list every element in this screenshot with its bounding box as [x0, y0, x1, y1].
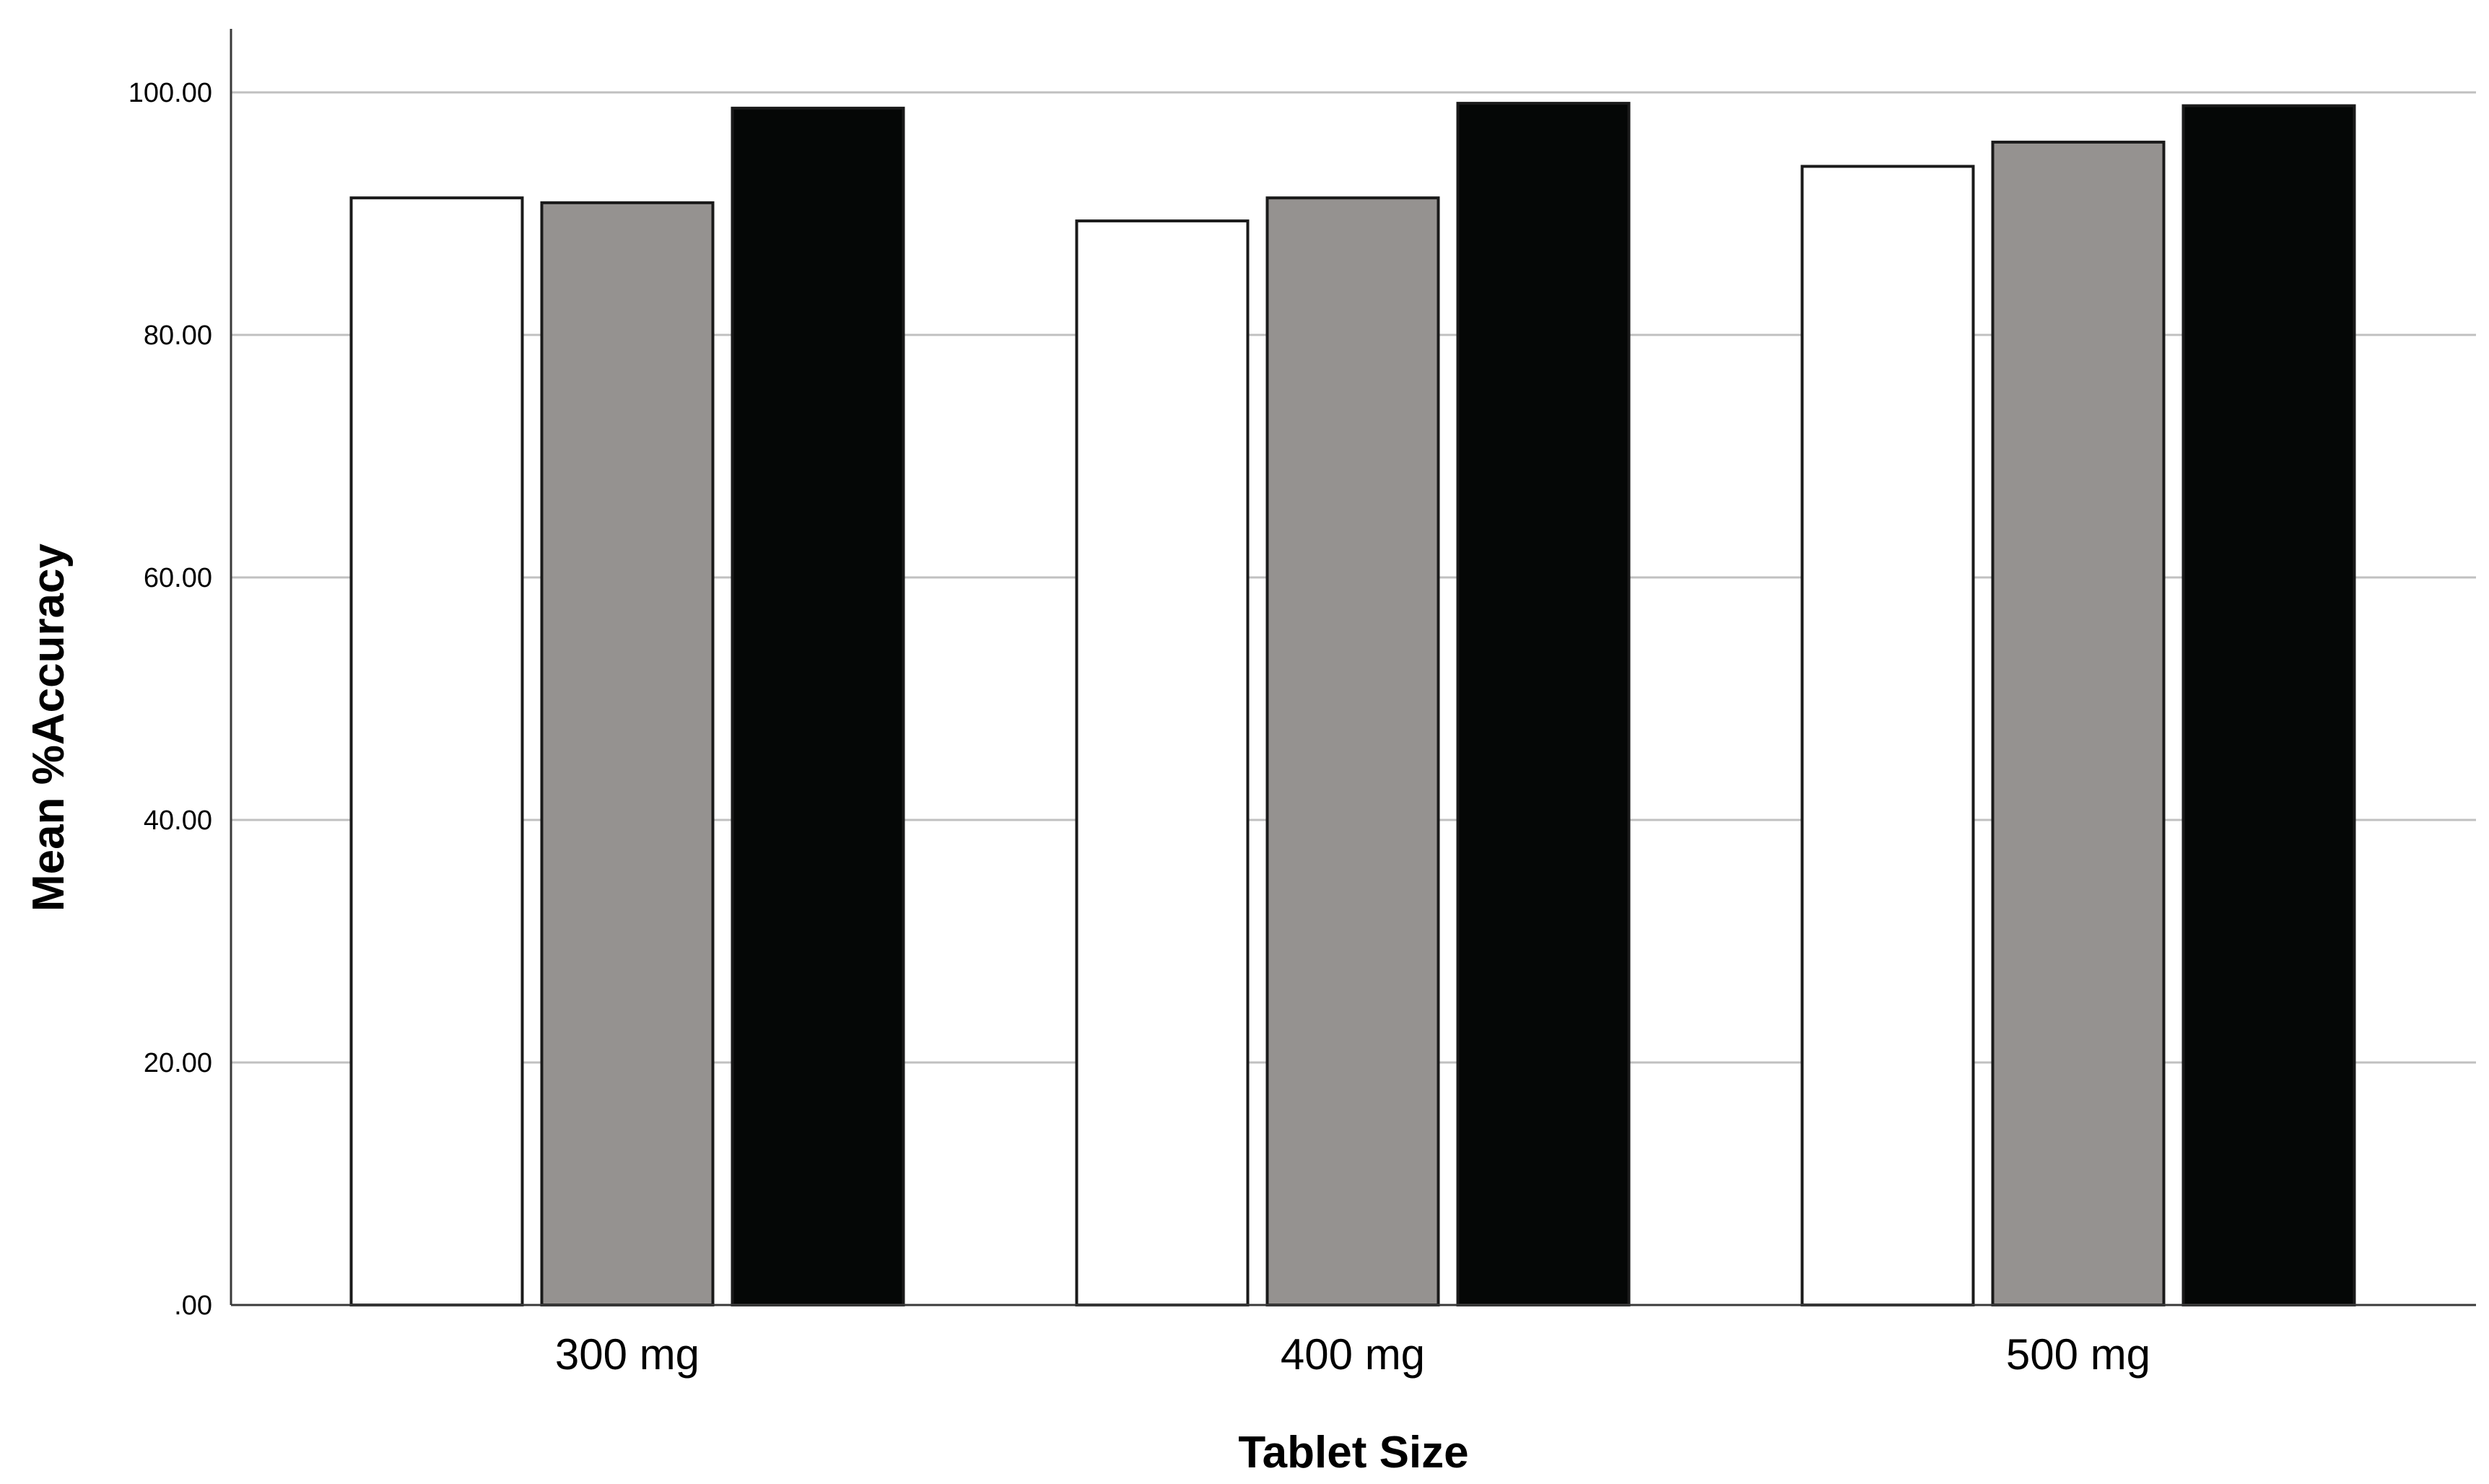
x-tick-label: 300 mg [555, 1330, 699, 1379]
y-tick-label: 100.00 [128, 78, 212, 108]
y-tick-label: 20.00 [144, 1048, 212, 1078]
bar-500-mg-series-3 [2181, 104, 2356, 1307]
bar-500-mg-series-1 [1800, 165, 1975, 1307]
x-tick-label: 500 mg [2006, 1330, 2150, 1379]
bar-400-mg-series-2 [1265, 196, 1440, 1306]
y-axis-title: Mean %Accuracy [24, 543, 74, 912]
bar-400-mg-series-1 [1075, 219, 1250, 1307]
bar-400-mg-series-3 [1456, 102, 1631, 1306]
bars [349, 102, 2356, 1307]
y-tick-label: .00 [174, 1291, 212, 1321]
x-tick-label: 400 mg [1281, 1330, 1425, 1379]
x-axis-title: Tablet Size [1238, 1428, 1468, 1478]
bar-300-mg-series-3 [731, 106, 905, 1307]
axes [230, 29, 2476, 1306]
bar-300-mg-series-2 [540, 201, 715, 1306]
y-tick-label: 80.00 [144, 320, 212, 351]
bar-300-mg-series-1 [349, 196, 524, 1306]
y-tick-labels: .00 20.00 40.00 60.00 80.00 100.00 [128, 78, 212, 1321]
x-tick-labels: 300 mg 400 mg 500 mg [555, 1330, 2150, 1379]
y-tick-label: 60.00 [144, 563, 212, 593]
y-tick-label: 40.00 [144, 806, 212, 836]
bar-500-mg-series-2 [1991, 140, 2166, 1306]
